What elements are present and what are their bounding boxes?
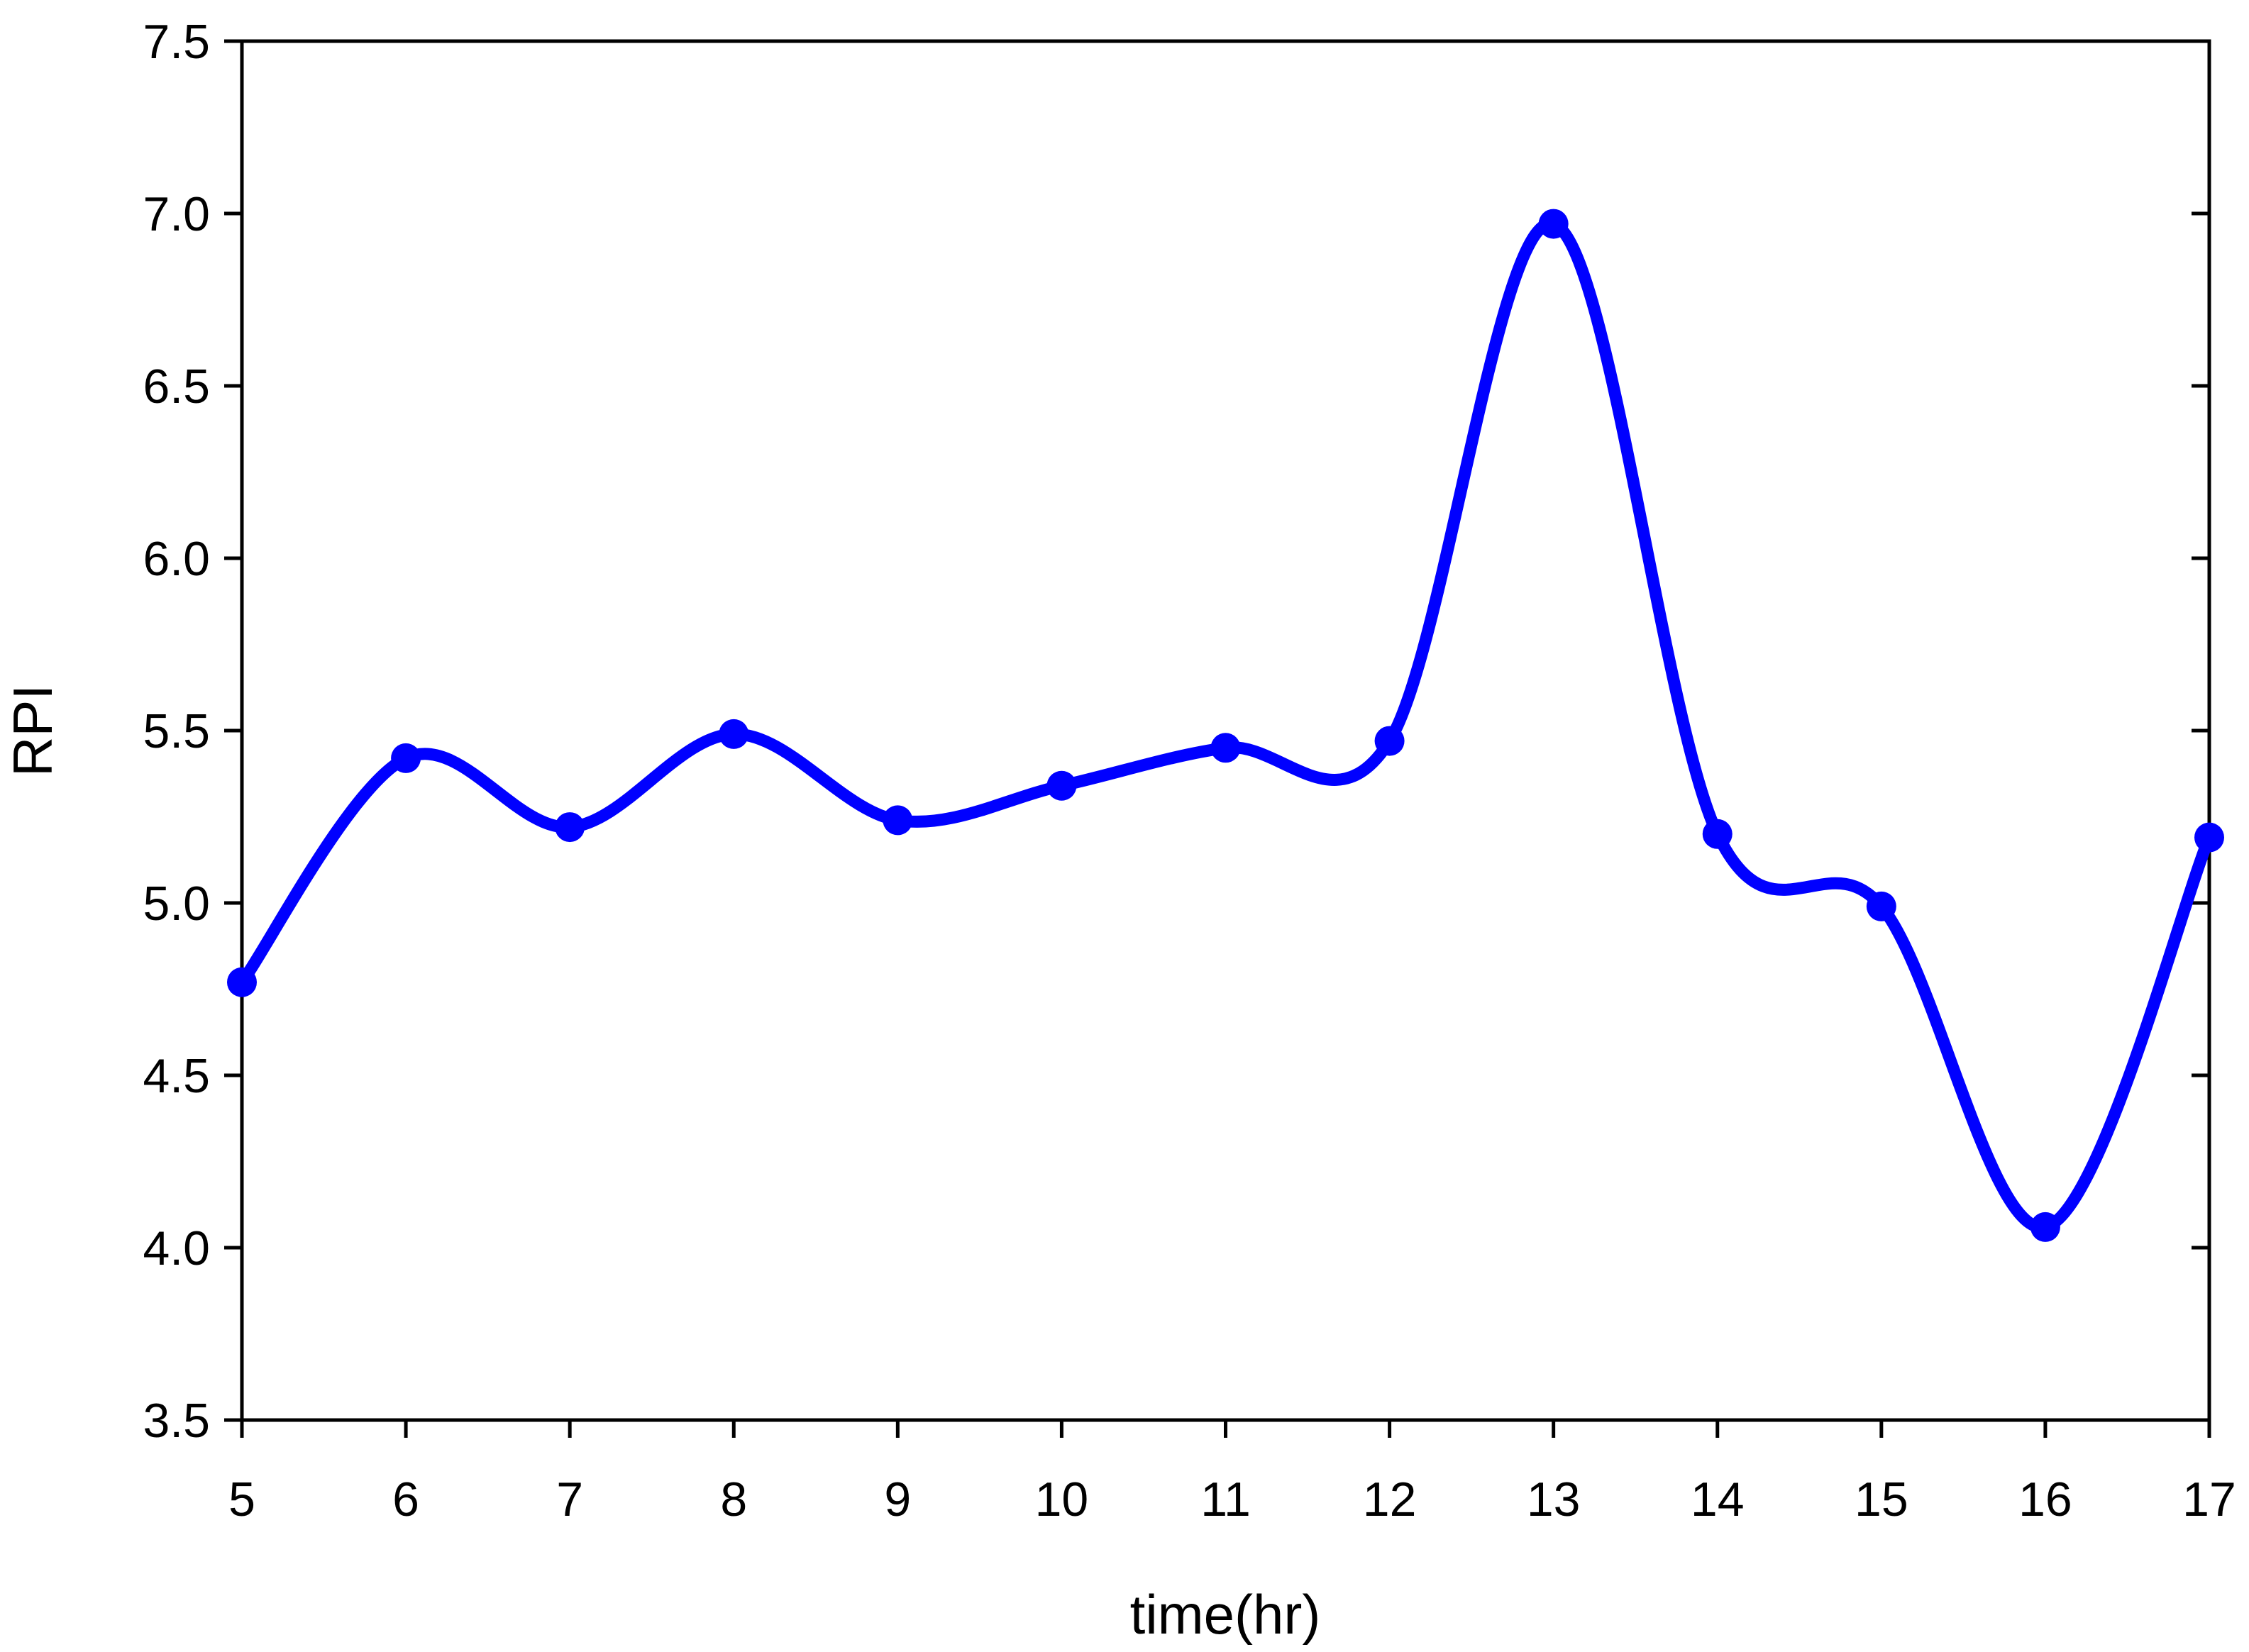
data-point [883, 805, 913, 836]
x-axis-ticks: 5 6 7 8 9 10 11 12 13 14 15 16 17 [228, 1420, 2236, 1526]
y-axis-ticks: 3.5 4.0 4.5 5.0 5.5 6.0 6.5 7.0 7.5 [143, 15, 2209, 1448]
data-point [1374, 726, 1405, 756]
x-tick-label: 9 [884, 1473, 911, 1526]
x-tick-label: 7 [556, 1473, 583, 1526]
data-point [227, 967, 257, 997]
y-tick-label: 7.5 [143, 15, 210, 69]
data-point [1702, 819, 1733, 849]
x-tick-label: 14 [1691, 1473, 1745, 1526]
y-tick-label: 3.5 [143, 1394, 210, 1448]
data-point [1538, 209, 1569, 239]
y-tick-label: 5.0 [143, 877, 210, 931]
data-point [391, 743, 421, 773]
x-tick-label: 15 [1855, 1473, 1908, 1526]
x-axis-title: time(hr) [1130, 1583, 1321, 1646]
y-tick-label: 4.0 [143, 1221, 210, 1275]
data-point [1866, 891, 1896, 921]
y-tick-label: 6.0 [143, 532, 210, 586]
x-tick-label: 6 [392, 1473, 419, 1526]
x-tick-label: 16 [2018, 1473, 2072, 1526]
plot-frame [240, 39, 2211, 1422]
data-point [555, 812, 585, 843]
x-tick-label: 10 [1035, 1473, 1089, 1526]
data-point [2030, 1212, 2060, 1242]
data-point [719, 719, 749, 749]
series-line [236, 218, 2216, 1234]
x-tick-label: 8 [720, 1473, 747, 1526]
x-tick-label: 12 [1363, 1473, 1417, 1526]
data-point [1210, 733, 1241, 763]
data-point [2194, 822, 2224, 853]
y-tick-label: 4.5 [143, 1049, 210, 1103]
series-layer [227, 209, 2224, 1242]
y-tick-label: 7.0 [143, 187, 210, 241]
x-tick-label: 13 [1527, 1473, 1581, 1526]
x-tick-label: 17 [2182, 1473, 2236, 1526]
x-tick-label: 5 [228, 1473, 255, 1526]
data-point [1046, 770, 1077, 801]
x-tick-label: 11 [1200, 1473, 1251, 1526]
y-tick-label: 5.5 [143, 704, 210, 758]
y-tick-label: 6.5 [143, 360, 210, 414]
y-axis-title: RPI [1, 684, 64, 777]
